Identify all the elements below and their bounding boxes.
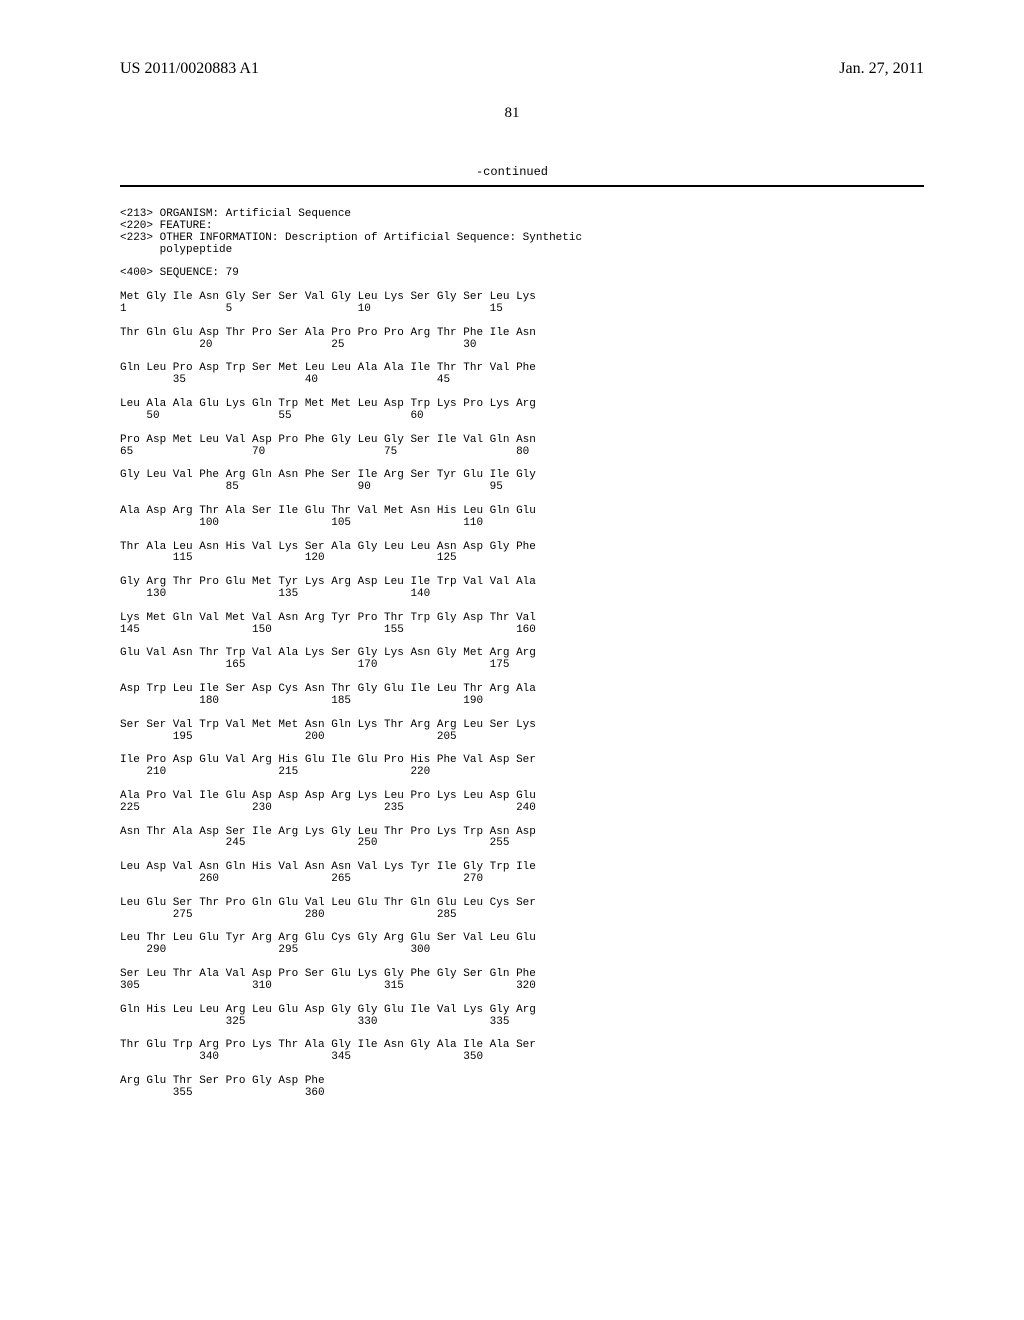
sequence-listing: <213> ORGANISM: Artificial Sequence <220… (120, 209, 924, 1100)
page-number: 81 (0, 105, 1024, 122)
doc-id: US 2011/0020883 A1 (120, 60, 259, 78)
doc-date: Jan. 27, 2011 (839, 60, 924, 78)
continued-label: -continued (0, 165, 1024, 179)
horizontal-rule (120, 185, 924, 187)
page: US 2011/0020883 A1 Jan. 27, 2011 81 -con… (0, 0, 1024, 1320)
